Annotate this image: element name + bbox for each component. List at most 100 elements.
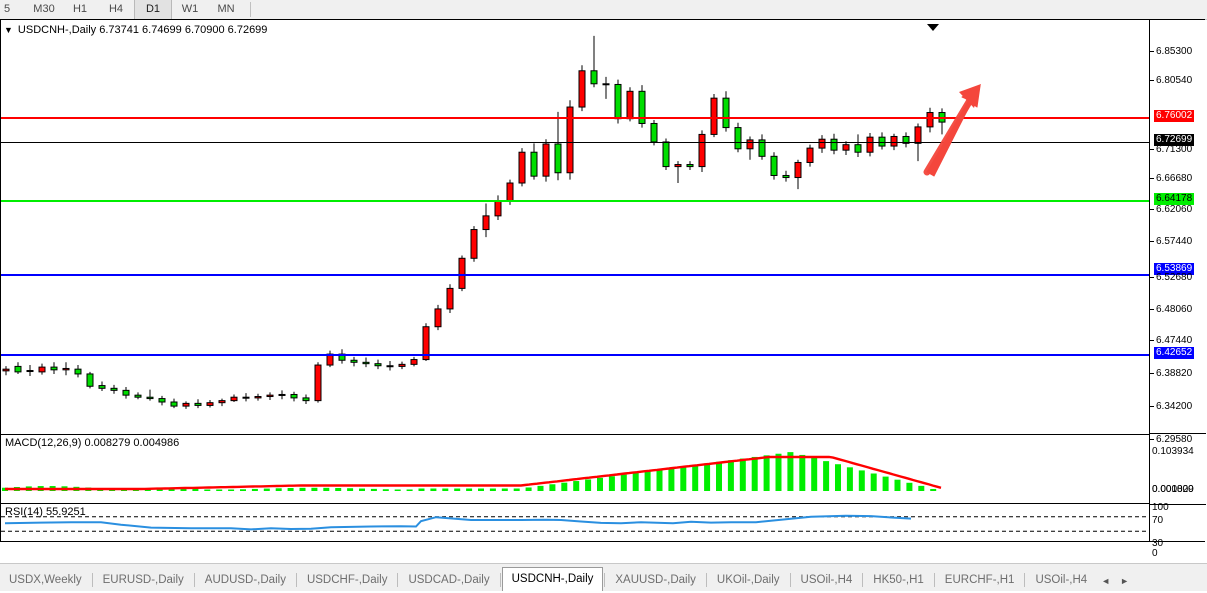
candle	[230, 396, 238, 402]
macd-signal-line	[5, 455, 942, 491]
chart-tab-xauusd--daily[interactable]: XAUUSD-,Daily	[615, 574, 696, 586]
candle	[170, 401, 178, 407]
candle	[446, 287, 454, 310]
macd-histogram-bar	[716, 461, 722, 491]
macd-histogram-bar	[835, 464, 841, 491]
macd-histogram-bar	[144, 489, 151, 491]
macd-histogram-bar	[121, 489, 127, 491]
chart-tab-bar[interactable]: USDX,Weekly EURUSD-,Daily AUDUSD-,Daily USD…	[0, 563, 1207, 591]
candle	[554, 143, 562, 174]
chart-tab-usdx-weekly[interactable]: USDX,Weekly	[9, 574, 82, 586]
candle	[386, 365, 394, 368]
level-line-support-green[interactable]	[1, 200, 1149, 202]
macd-histogram-bar	[251, 488, 258, 491]
candle	[602, 83, 610, 86]
candle	[722, 97, 730, 129]
timeframe-m5[interactable]: 5	[4, 3, 11, 15]
macd-histogram-bar	[489, 488, 496, 491]
timeframe-mn[interactable]: MN	[217, 3, 235, 15]
chart-tab-usdcnh--daily[interactable]: USDCNH-,Daily	[501, 567, 604, 591]
macd-histogram-bar	[323, 487, 330, 491]
chart-window[interactable]: ▼ USDCNH-,Daily 6.73741 6.74699 6.70900 6…	[0, 19, 1206, 574]
candle	[206, 402, 214, 406]
rsi-pane[interactable]: RSI(14) 55.9251	[1, 505, 1149, 543]
chart-tab-hk50--h1[interactable]: HK50-,H1	[873, 574, 924, 586]
macd-histogram-bar	[275, 488, 282, 491]
candle	[662, 141, 670, 168]
candle	[854, 144, 862, 153]
level-line-current-price[interactable]	[1, 142, 1149, 143]
macd-histogram-bar	[537, 485, 544, 491]
macd-histogram-bar	[335, 487, 342, 491]
tab-divider	[862, 573, 864, 587]
macd-histogram-bar	[192, 487, 199, 491]
level-line-support-blue-1[interactable]	[1, 274, 1149, 276]
macd-histogram-bar	[775, 453, 782, 491]
candle	[398, 363, 406, 367]
tab-scroll-prev-icon[interactable]: ◄	[1101, 576, 1111, 586]
macd-histogram-bar	[216, 489, 223, 491]
symbol-ohlc-text: USDCNH-,Daily 6.73741 6.74699 6.70900 6.…	[17, 24, 268, 36]
chart-tab-usoil--h4[interactable]: USOil-,H4	[800, 574, 853, 586]
macd-histogram-bar	[620, 474, 627, 491]
macd-histogram-bar	[680, 466, 687, 491]
chart-tab-eurchf--h1[interactable]: EURCHF-,H1	[944, 574, 1015, 586]
timeframe-w1[interactable]: W1	[181, 3, 199, 15]
chart-tab-usdcad--daily[interactable]: USDCAD-,Daily	[408, 574, 490, 586]
macd-histogram-bar	[763, 455, 770, 491]
macd-histogram-bar	[501, 488, 508, 491]
tab-divider	[933, 573, 935, 587]
candle	[926, 112, 934, 128]
macd-histogram-bar	[799, 454, 806, 491]
macd-histogram-bar	[454, 488, 461, 491]
candle	[410, 359, 418, 365]
chart-tab-ukoil--daily[interactable]: UKOil-,Daily	[716, 574, 780, 586]
candle	[374, 363, 382, 367]
candle	[902, 135, 910, 144]
level-line-resistance-red[interactable]	[1, 117, 1149, 119]
chart-tab-audusd--daily[interactable]: AUDUSD-,Daily	[204, 574, 286, 586]
timeframe-h4[interactable]: H4	[108, 3, 124, 15]
candle	[26, 370, 34, 373]
candle	[506, 182, 514, 202]
macd-histogram-bar	[823, 461, 830, 491]
candle	[758, 139, 766, 157]
macd-histogram-bar	[311, 487, 318, 491]
macd-histogram-bar	[846, 467, 853, 491]
rsi-indicator-label: RSI(14) 55.9251	[5, 506, 86, 518]
chart-tab-eurusd--daily[interactable]: EURUSD-,Daily	[102, 574, 184, 586]
macd-histogram-bar	[608, 476, 615, 491]
macd-histogram-bar	[347, 488, 354, 491]
macd-histogram-bar	[180, 488, 187, 491]
candle	[626, 90, 634, 120]
timeframe-m30[interactable]: M30	[33, 3, 55, 15]
price-pane[interactable]: ▼ USDCNH-,Daily 6.73741 6.74699 6.70900 6…	[1, 20, 1149, 433]
candle	[566, 106, 574, 174]
tab-scroll-next-icon[interactable]: ►	[1120, 576, 1130, 586]
timeframe-d1[interactable]: D1	[134, 0, 172, 19]
macd-histogram-bar	[513, 488, 520, 491]
macd-histogram-bar	[263, 488, 270, 491]
chart-tab-usoil--h4[interactable]: USOil-,H4	[1035, 574, 1088, 586]
level-line-support-blue-2[interactable]	[1, 354, 1149, 356]
candle	[806, 147, 814, 163]
tab-divider	[604, 573, 606, 587]
candle	[698, 133, 706, 168]
macd-histogram-bar	[882, 476, 889, 491]
candle	[38, 366, 46, 373]
macd-pane[interactable]: MACD(12,26,9) 0.008279 0.004986	[1, 434, 1149, 504]
price-scale[interactable]: 6.85300 6.80540 6.76002 6.72699 6.71300 6.666…	[1149, 20, 1206, 559]
tab-divider	[397, 573, 399, 587]
candle	[146, 396, 154, 400]
macd-histogram-bar	[656, 469, 663, 491]
candle	[686, 164, 694, 168]
macd-histogram-bar	[918, 485, 925, 491]
chart-tab-usdchf--daily[interactable]: USDCHF-,Daily	[306, 574, 388, 586]
candle	[302, 397, 310, 402]
macd-histogram-bar	[549, 484, 556, 491]
macd-indicator-label: MACD(12,26,9) 0.008279 0.004986	[5, 437, 180, 449]
chevron-down-icon[interactable]: ▼	[4, 25, 13, 36]
tab-divider	[705, 573, 707, 587]
candle	[518, 151, 526, 184]
timeframe-h1[interactable]: H1	[72, 3, 88, 15]
